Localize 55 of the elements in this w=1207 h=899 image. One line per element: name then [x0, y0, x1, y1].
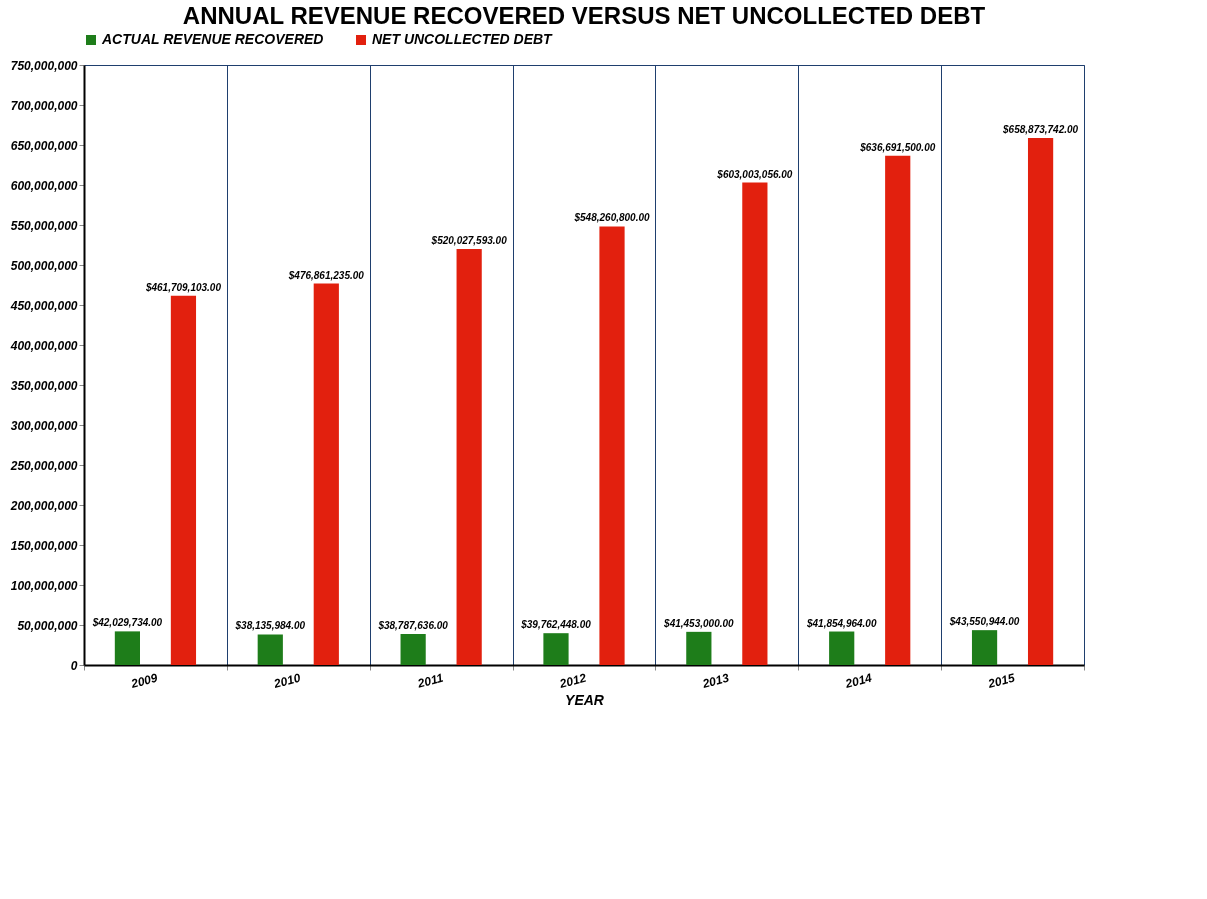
- bar: [114, 631, 141, 665]
- data-label: $476,861,235.00: [287, 269, 365, 281]
- y-tick-label: 450,000,000: [9, 298, 78, 313]
- bar: [543, 633, 569, 665]
- y-tick-label: 50,000,000: [17, 618, 78, 633]
- x-tick-label: 2014: [842, 670, 874, 692]
- bar: [829, 631, 855, 665]
- bar: [599, 226, 625, 665]
- data-label: $39,762,448.00: [520, 619, 592, 631]
- data-label: $41,854,964.00: [805, 617, 877, 629]
- data-label: $43,550,944.00: [948, 616, 1020, 628]
- data-label: $603,003,056.00: [716, 168, 793, 180]
- bar: [1027, 137, 1054, 665]
- x-tick-label: 2013: [700, 670, 731, 692]
- bar: [686, 631, 712, 665]
- x-tick-label: 2015: [985, 670, 1017, 692]
- y-tick-label: 150,000,000: [10, 538, 78, 553]
- y-tick-label: 400,000,000: [9, 338, 78, 353]
- data-label: $38,787,636.00: [377, 619, 449, 631]
- y-tick-label: 250,000,000: [9, 458, 78, 473]
- y-tick-label: 550,000,000: [10, 218, 78, 233]
- y-tick-label: 600,000,000: [10, 178, 78, 193]
- x-tick-label: 2010: [271, 670, 303, 692]
- y-tick-label: 750,000,000: [10, 58, 78, 73]
- bar: [400, 633, 426, 665]
- data-label: $658,873,742.00: [1002, 123, 1079, 135]
- legend-label: ACTUAL REVENUE RECOVERED: [101, 31, 324, 47]
- bar: [971, 630, 998, 665]
- y-tick-label: 300,000,000: [10, 418, 78, 433]
- bar: [885, 155, 911, 665]
- bar: [257, 634, 283, 665]
- bar: [742, 182, 768, 665]
- x-tick-label: 2009: [128, 670, 160, 692]
- data-label: $520,027,593.00: [430, 234, 508, 246]
- x-tick-label: 2012: [557, 670, 588, 692]
- bar: [313, 283, 339, 665]
- y-tick-label: 0: [70, 658, 78, 673]
- x-axis-title: YEAR: [565, 692, 605, 709]
- data-label: $42,029,734.00: [91, 617, 163, 629]
- y-tick-label: 500,000,000: [10, 258, 78, 273]
- data-label: $38,135,984.00: [234, 620, 306, 632]
- data-label: $636,691,500.00: [859, 141, 936, 153]
- chart-title: ANNUAL REVENUE RECOVERED VERSUS NET UNCOLLECTED DEBT: [182, 2, 986, 29]
- bar: [170, 295, 197, 665]
- y-tick-label: 100,000,000: [10, 578, 78, 593]
- data-label: $548,260,800.00: [573, 212, 650, 224]
- data-label: $461,709,103.00: [144, 281, 222, 293]
- data-label: $41,453,000.00: [663, 617, 735, 629]
- y-tick-label: 200,000,000: [9, 498, 78, 513]
- legend-label: NET UNCOLLECTED DEBT: [372, 31, 554, 47]
- y-tick-label: 650,000,000: [10, 138, 78, 153]
- x-tick-label: 2011: [415, 670, 446, 692]
- bar: [456, 248, 482, 665]
- y-tick-label: 350,000,000: [10, 378, 78, 393]
- y-tick-label: 700,000,000: [10, 98, 78, 113]
